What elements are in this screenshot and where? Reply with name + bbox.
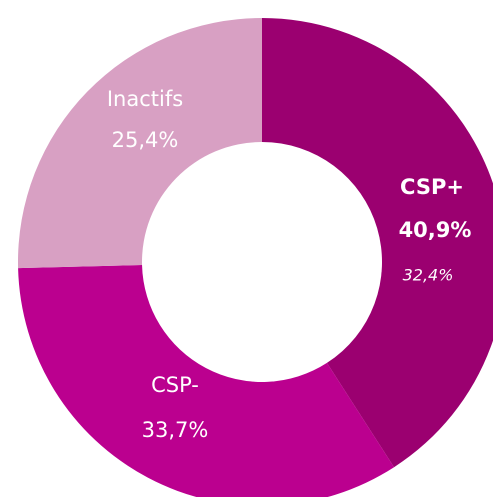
annotation: 32,4%: [403, 266, 454, 285]
slice-label: CSP-: [151, 373, 199, 397]
slices: [17, 18, 493, 497]
slice: [18, 265, 395, 497]
slice: [17, 18, 262, 269]
value-label: 25,4%: [112, 128, 179, 152]
slice-label: CSP+: [400, 175, 464, 199]
slice: [262, 18, 493, 468]
value-label: 33,7%: [142, 418, 209, 442]
slice-label: Inactifs: [107, 87, 183, 111]
value-label: 40,9%: [399, 218, 472, 242]
